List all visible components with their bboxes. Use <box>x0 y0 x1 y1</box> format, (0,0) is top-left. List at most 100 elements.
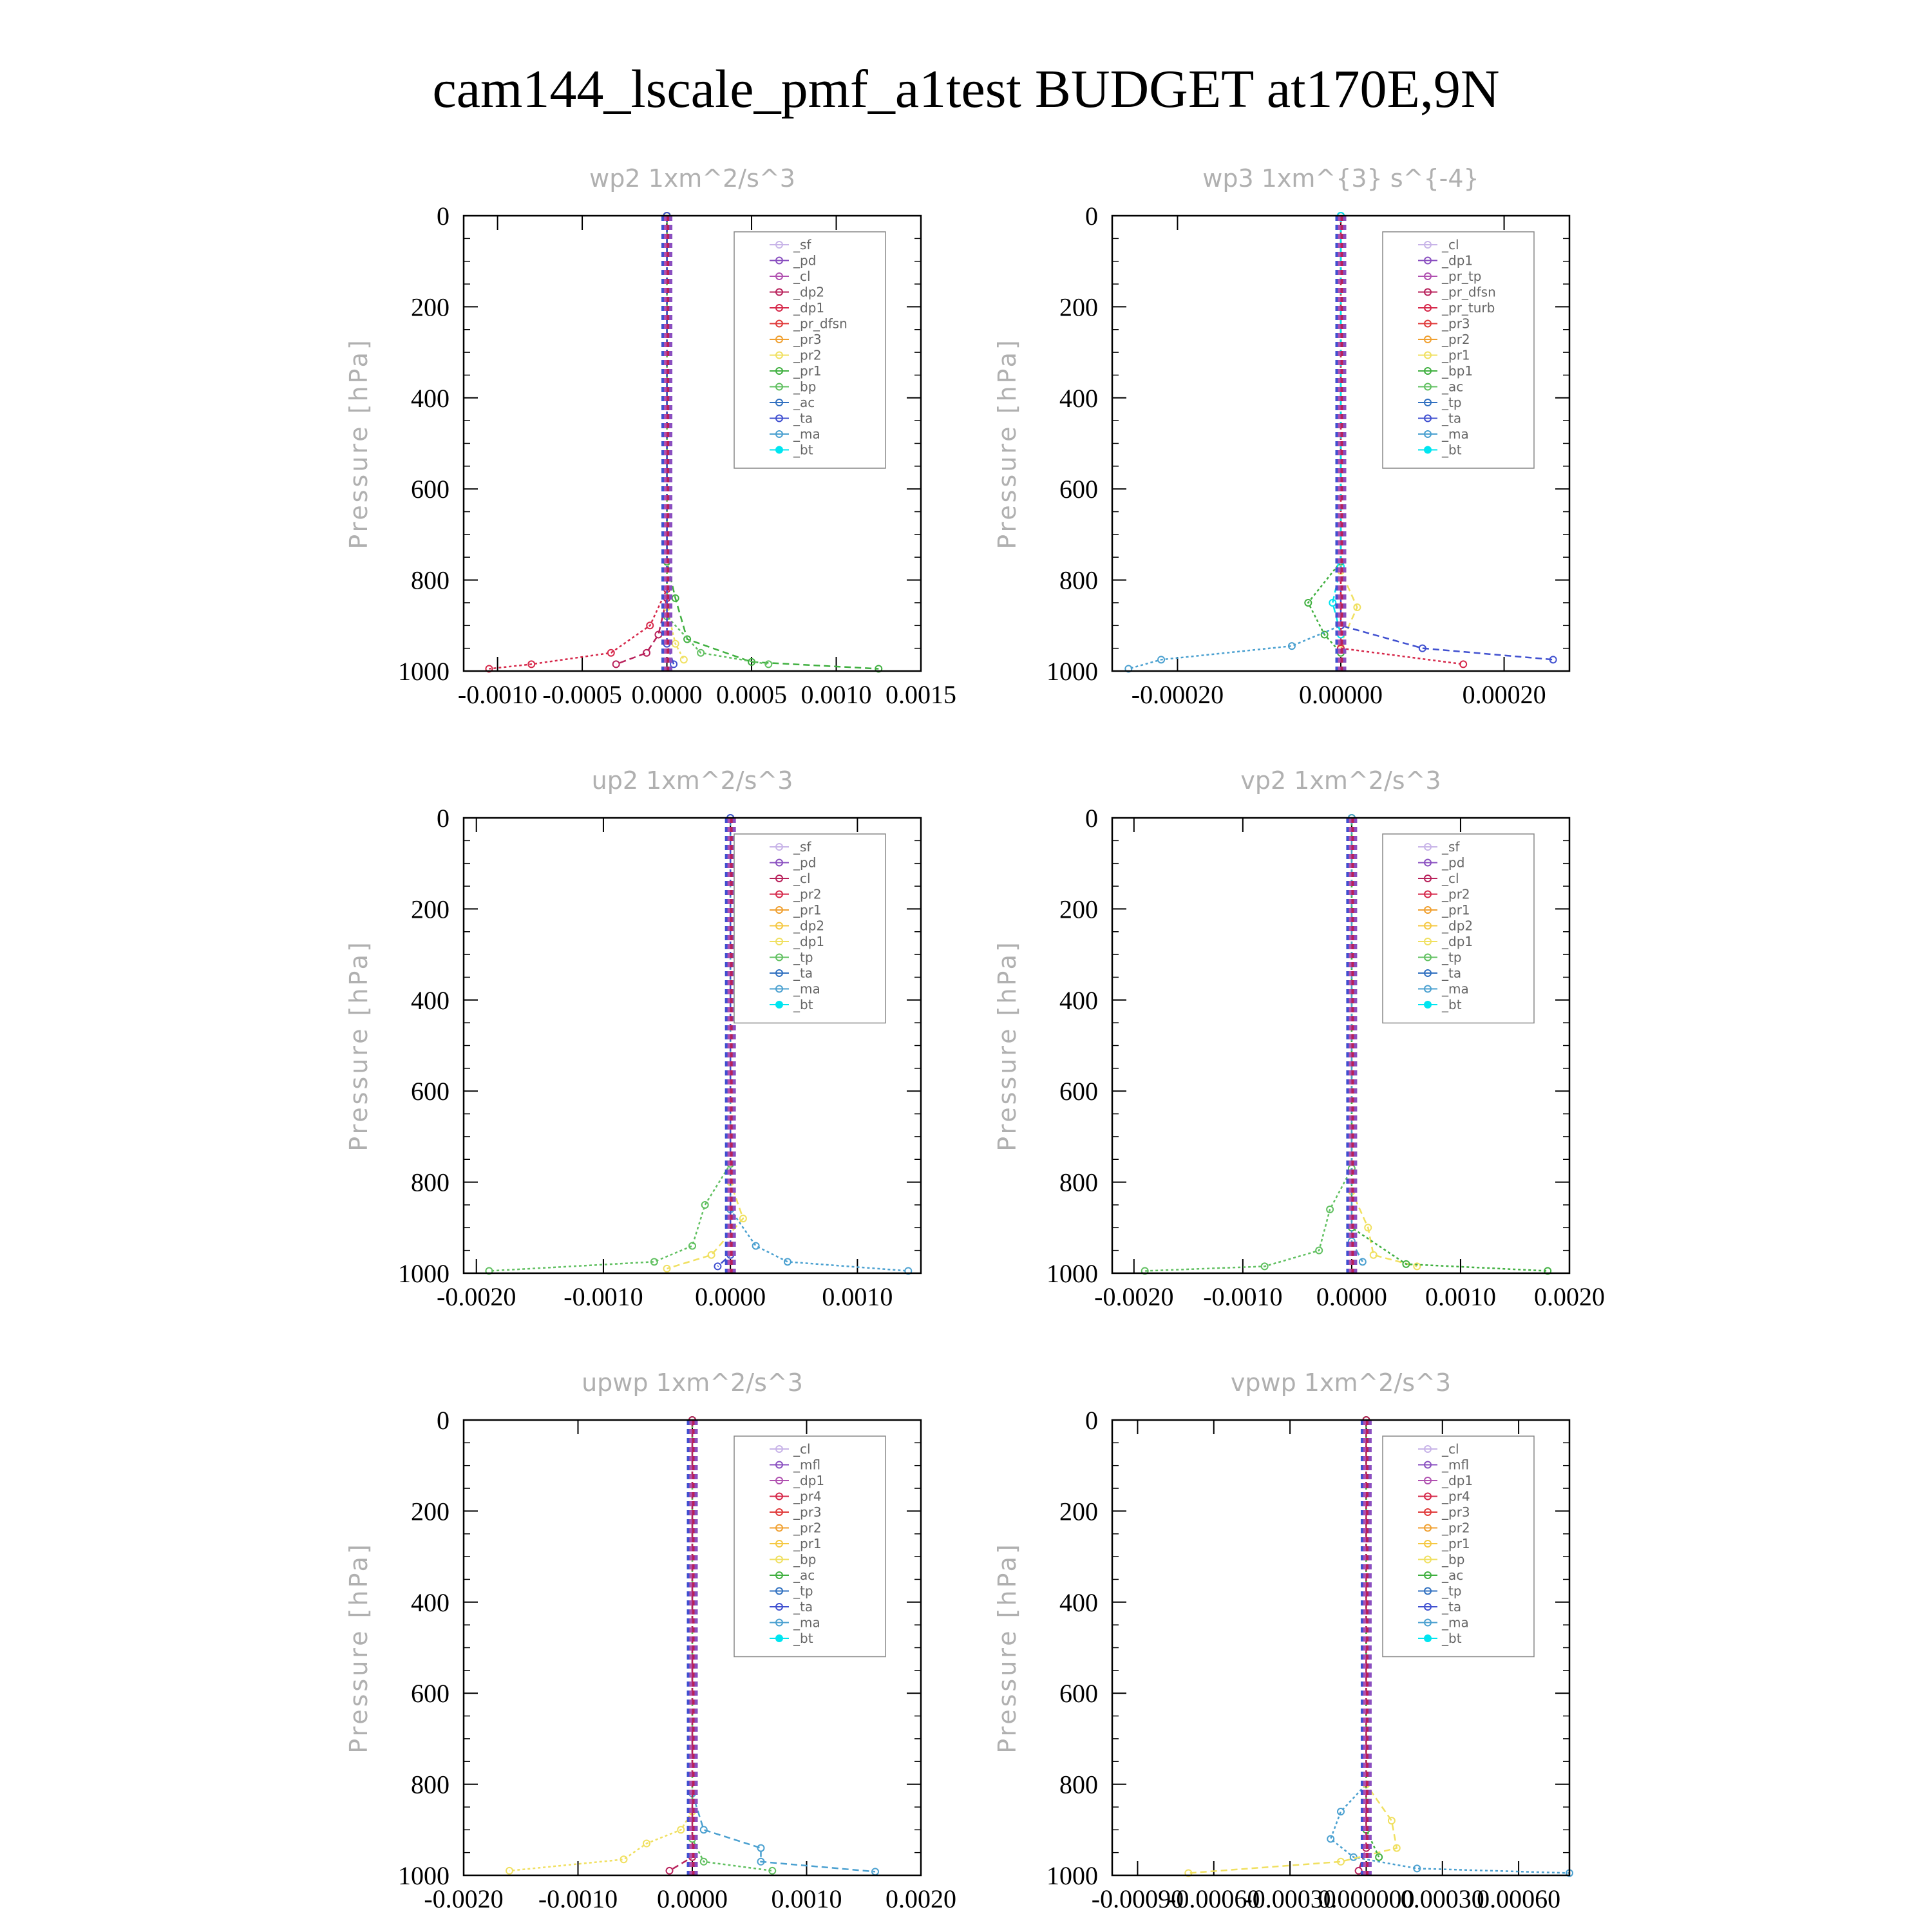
legend-marker <box>775 304 783 312</box>
series-marker <box>764 660 773 668</box>
series-marker <box>699 1826 708 1834</box>
y-axis-label: Pressure [hPa] <box>993 1542 1021 1754</box>
y-tick-label: 800 <box>411 566 450 595</box>
series-marker <box>783 1258 791 1266</box>
legend-entry: _bt <box>793 997 813 1012</box>
legend-entry: _pr3 <box>1441 316 1470 332</box>
series-line-bp <box>666 216 879 670</box>
y-tick-label: 400 <box>1059 384 1098 413</box>
y-tick-label: 200 <box>1059 292 1098 321</box>
series-marker <box>1358 1258 1367 1266</box>
series-marker <box>1364 1224 1372 1232</box>
series-marker <box>1413 1864 1421 1873</box>
legend-entry: _pd <box>793 253 816 269</box>
x-tick-label: -0.00060 <box>1168 1884 1260 1913</box>
series-line-ta <box>1340 216 1553 661</box>
y-tick-label: 1000 <box>398 657 450 686</box>
legend-marker <box>1424 399 1432 406</box>
legend-marker <box>775 272 783 280</box>
series-marker <box>739 1215 747 1223</box>
y-tick-label: 800 <box>1059 1770 1098 1799</box>
series-marker <box>620 1855 628 1864</box>
series-line-tp <box>1350 818 1363 1262</box>
y-tick-label: 0 <box>1085 202 1098 231</box>
legend-entry: _tp <box>1441 1584 1462 1599</box>
x-tick-label: 0.00000 <box>1299 680 1383 709</box>
legend-marker <box>775 938 783 945</box>
x-tick-label: -0.00020 <box>1132 680 1224 709</box>
legend-marker <box>1424 1555 1432 1564</box>
legend-marker <box>775 351 783 359</box>
legend-marker <box>775 241 783 249</box>
legend-marker <box>1424 1603 1432 1611</box>
legend-entry: _pr2 <box>793 887 822 902</box>
legend-marker <box>775 430 783 438</box>
series-line-ac <box>666 216 769 665</box>
y-tick-label: 0 <box>1085 804 1098 833</box>
legend-entry: _pr2 <box>1441 887 1470 902</box>
legend-entry: _cl <box>793 269 811 284</box>
legend-entry: _ma <box>1441 981 1469 997</box>
legend-entry: _mfl <box>793 1457 820 1473</box>
y-tick-label: 400 <box>1059 986 1098 1015</box>
legend-marker <box>1424 1001 1432 1009</box>
legend-marker <box>1424 1461 1432 1469</box>
panel-title: up2 1xm^2/s^3 <box>592 766 793 795</box>
y-axis-label: Pressure [hPa] <box>345 940 373 1151</box>
x-tick-label: -0.0020 <box>424 1884 503 1913</box>
x-tick-label: 0.0005 <box>716 680 787 709</box>
panel-3: up2 1xm^2/s^3 Pressure [hPa] 0 200 400 600 800… <box>345 766 922 1311</box>
series-marker <box>1418 644 1426 652</box>
y-tick-label: 800 <box>411 1770 450 1799</box>
legend-entry: _dp1 <box>1441 1473 1473 1488</box>
legend-marker <box>775 1445 783 1453</box>
panel-4: vp2 1xm^2/s^3 Pressure [hPa] 0 200 400 600 800… <box>993 766 1605 1311</box>
y-tick-label: 600 <box>411 1679 450 1708</box>
legend-entry: _pr2 <box>793 1520 822 1536</box>
legend-entry: _tp <box>1441 950 1462 965</box>
y-tick-label: 600 <box>411 475 450 504</box>
legend-entry: _tp <box>793 1584 813 1599</box>
series-marker <box>650 1258 658 1266</box>
legend-marker <box>775 399 783 406</box>
x-tick-label: 0.0010 <box>801 680 872 709</box>
legend-entry: _pr_dfsn <box>793 316 848 332</box>
legend-marker <box>775 985 783 993</box>
series-marker <box>1184 1869 1193 1877</box>
legend-marker <box>1424 1492 1432 1501</box>
series-line-dp1 <box>1144 818 1353 1272</box>
y-tick-label: 0 <box>437 1406 450 1435</box>
legend-entry: _pr2 <box>1441 1520 1470 1536</box>
legend-entry: _pr1 <box>793 1536 822 1551</box>
y-tick-label: 200 <box>411 292 450 321</box>
legend-marker <box>775 1492 783 1501</box>
series-marker <box>485 665 493 673</box>
legend-entry: _pr4 <box>793 1489 822 1504</box>
legend-entry: _cl <box>793 1441 811 1457</box>
series-marker <box>701 1200 709 1209</box>
series-line-tp <box>1128 216 1342 670</box>
legend-entry: _pr2 <box>1441 332 1470 347</box>
y-axis-label: Pressure [hPa] <box>345 1542 373 1754</box>
plot-frame <box>462 817 922 1274</box>
legend-marker <box>775 843 783 851</box>
series-marker <box>1353 603 1361 612</box>
plot-frame <box>462 214 922 672</box>
series-marker <box>612 660 620 668</box>
x-tick-label: 0.0010 <box>772 1884 842 1913</box>
legend-marker <box>1424 875 1432 882</box>
legend-marker <box>1424 336 1432 343</box>
legend-marker <box>1424 858 1432 867</box>
series-line-bp1 <box>1307 216 1342 654</box>
x-tick-label: 0.0020 <box>1534 1282 1605 1311</box>
legend-entry: _ta <box>793 965 813 981</box>
series-marker <box>757 1844 765 1852</box>
legend-entry: _cl <box>1441 237 1459 252</box>
legend-entry: _ta <box>1441 965 1461 981</box>
y-tick-label: 200 <box>1059 1497 1098 1526</box>
legend-entry: _ta <box>1441 411 1461 426</box>
x-tick-label: -0.0005 <box>542 680 621 709</box>
legend-marker <box>775 906 783 914</box>
legend-entry: _pr_dfsn <box>1441 285 1496 300</box>
